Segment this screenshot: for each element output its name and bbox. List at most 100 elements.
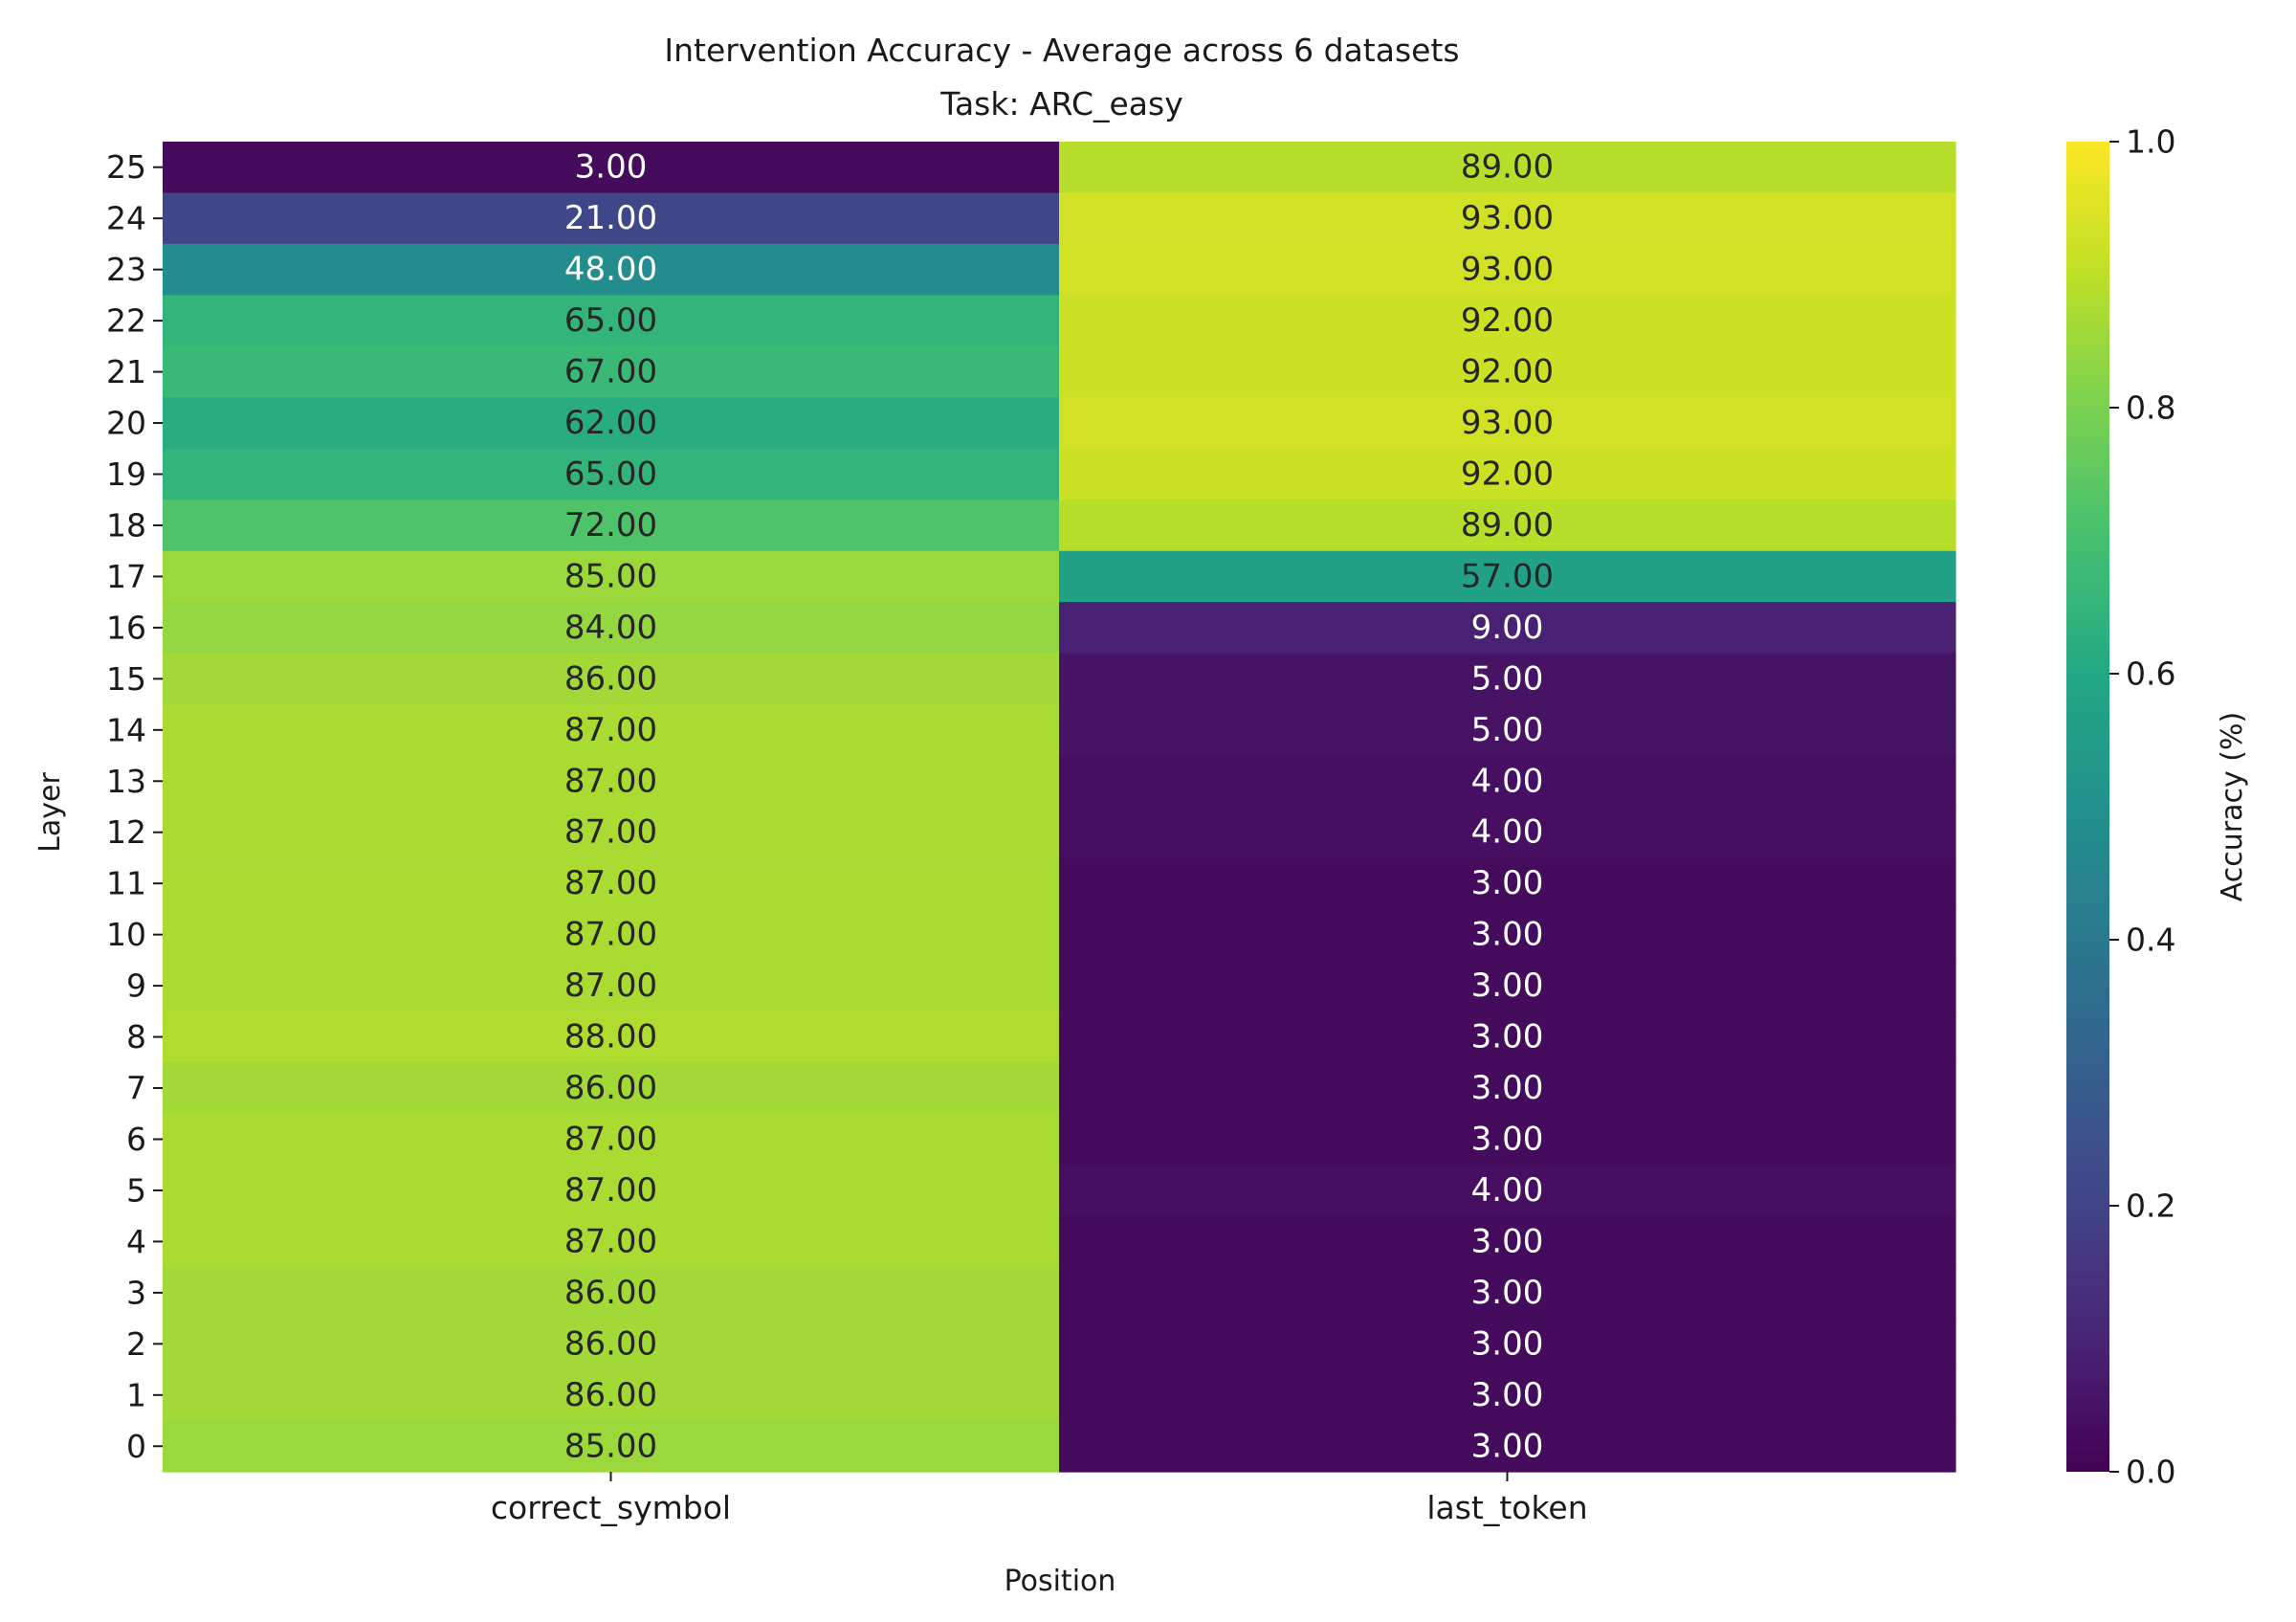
cell-label: 88.00 — [564, 1018, 657, 1056]
heatmap-cell — [1059, 1420, 1956, 1473]
heatmap-cell — [1059, 295, 1956, 347]
cell-label: 92.00 — [1461, 353, 1554, 391]
cell-label: 86.00 — [564, 1069, 657, 1107]
y-tick-label: 15 — [106, 660, 146, 698]
y-tick-label: 4 — [126, 1223, 146, 1260]
heatmap-cell — [163, 1420, 1060, 1473]
heatmap-cell — [1059, 243, 1956, 296]
y-tick-label: 2 — [126, 1325, 146, 1363]
heatmap-cell — [163, 1267, 1060, 1320]
cell-label: 87.00 — [564, 1171, 657, 1210]
heatmap-cell — [163, 960, 1060, 1012]
heatmap-cell — [1059, 960, 1956, 1012]
cell-label: 3.00 — [1471, 1427, 1544, 1465]
cell-label: 62.00 — [564, 404, 657, 442]
cell-label: 5.00 — [1471, 659, 1544, 698]
heatmap-cell — [1059, 908, 1956, 961]
heatmap-cell — [163, 755, 1060, 808]
cell-label: 85.00 — [564, 1427, 657, 1465]
cell-label: 86.00 — [564, 1324, 657, 1363]
cell-label: 87.00 — [564, 762, 657, 800]
x-tick-label: last_token — [1426, 1489, 1587, 1526]
cell-label: 84.00 — [564, 609, 657, 647]
heatmap-cell — [163, 1318, 1060, 1370]
colorbar-tick-label: 0.8 — [2126, 389, 2175, 427]
heatmap-cell — [1059, 550, 1956, 603]
y-tick-label: 11 — [106, 865, 146, 902]
y-tick-label: 18 — [106, 506, 146, 544]
heatmap-cell — [1059, 500, 1956, 552]
cell-label: 4.00 — [1471, 813, 1544, 852]
heatmap-cell — [1059, 1318, 1956, 1370]
cell-label: 4.00 — [1471, 1171, 1544, 1210]
x-axis: correct_symbol last_token — [491, 1472, 1588, 1526]
y-tick-label: 12 — [106, 813, 146, 851]
cell-label: 72.00 — [564, 506, 657, 544]
y-tick-label: 3 — [126, 1274, 146, 1311]
colorbar-label: Accuracy (%) — [2216, 712, 2249, 901]
colorbar-tick-label: 1.0 — [2126, 123, 2175, 161]
heatmap-cell — [163, 1011, 1060, 1063]
y-tick-label: 10 — [106, 916, 146, 953]
cell-label: 3.00 — [1471, 1376, 1544, 1414]
heatmap-cell — [1059, 1062, 1956, 1115]
cell-label: 86.00 — [564, 659, 657, 698]
chart-title: Intervention Accuracy - Average across 6… — [664, 32, 1459, 69]
heatmap-cell — [1059, 807, 1956, 859]
chart-subtitle: Task: ARC_easy — [939, 85, 1182, 122]
heatmap-cell — [163, 500, 1060, 552]
cell-label: 89.00 — [1461, 148, 1554, 187]
heatmap-cell — [163, 142, 1060, 194]
cell-label: 3.00 — [1471, 1324, 1544, 1363]
heatmap-cell — [163, 857, 1060, 910]
heatmap-cell — [1059, 1267, 1956, 1320]
colorbar-axis: 0.0 0.2 0.4 0.6 0.8 1.0 — [2109, 123, 2175, 1491]
y-tick-label: 14 — [106, 711, 146, 748]
cell-label: 65.00 — [564, 301, 657, 340]
y-tick-label: 8 — [126, 1018, 146, 1055]
heatmap-cell — [163, 807, 1060, 859]
y-tick-label: 19 — [106, 455, 146, 493]
y-tick-label: 13 — [106, 763, 146, 800]
cell-label: 92.00 — [1461, 455, 1554, 494]
heatmap-cell — [163, 345, 1060, 398]
x-axis-label: Position — [1004, 1565, 1116, 1598]
y-tick-label: 25 — [106, 148, 146, 186]
colorbar-tick-label: 0.0 — [2126, 1454, 2175, 1491]
y-tick-label: 7 — [126, 1070, 146, 1107]
heatmap-cell — [163, 243, 1060, 296]
heatmap-cell — [1059, 857, 1956, 910]
cell-label: 85.00 — [564, 557, 657, 595]
heatmap-cell — [1059, 1369, 1956, 1422]
cell-label: 87.00 — [564, 864, 657, 902]
cell-label: 3.00 — [1471, 916, 1544, 954]
heatmap-cell — [163, 1062, 1060, 1115]
y-tick-label: 6 — [126, 1121, 146, 1158]
heatmap-cell — [163, 448, 1060, 500]
x-tick-label: correct_symbol — [491, 1489, 731, 1526]
heatmap-cell — [1059, 397, 1956, 450]
heatmap-cell — [1059, 1165, 1956, 1217]
cell-label: 87.00 — [564, 916, 657, 954]
heatmap-cell — [1059, 653, 1956, 705]
cell-label: 3.00 — [1471, 1121, 1544, 1159]
cell-label: 93.00 — [1461, 404, 1554, 442]
y-tick-label: 1 — [126, 1376, 146, 1413]
cell-label: 3.00 — [1471, 1274, 1544, 1312]
y-tick-label: 5 — [126, 1171, 146, 1209]
cell-label: 86.00 — [564, 1376, 657, 1414]
cell-label: 3.00 — [575, 148, 648, 187]
heatmap-cell — [1059, 602, 1956, 655]
cell-label: 48.00 — [564, 251, 657, 289]
heatmap-cell — [1059, 142, 1956, 194]
y-tick-label: 17 — [106, 558, 146, 595]
y-tick-label: 16 — [106, 609, 146, 646]
y-tick-label: 0 — [126, 1428, 146, 1465]
y-tick-label: 20 — [106, 405, 146, 442]
cell-label: 92.00 — [1461, 301, 1554, 340]
y-tick-label: 23 — [106, 251, 146, 288]
cell-annotations: 3.00 89.00 21.00 93.00 48.00 93.00 65.00 92.00 6… — [564, 148, 1554, 1466]
y-axis-label: Layer — [33, 772, 67, 853]
heatmap-cells — [163, 142, 1956, 1473]
